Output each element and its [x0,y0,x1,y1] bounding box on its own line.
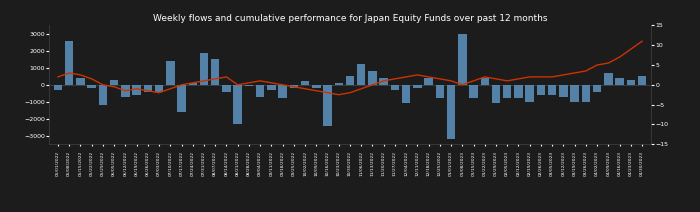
Bar [132,85,141,95]
Bar [312,85,321,88]
Bar [447,85,455,139]
Bar [346,76,354,85]
Bar [267,85,276,90]
Bar [391,85,399,90]
Bar [379,78,388,85]
Bar [492,85,500,103]
Bar [424,78,433,85]
Bar [279,85,287,98]
Bar [570,85,579,102]
Bar [402,85,410,103]
Bar [593,85,601,92]
Bar [514,85,523,98]
Bar [245,85,253,86]
Bar [76,78,85,85]
Bar [234,85,242,124]
Bar [559,85,568,97]
Bar [503,85,512,98]
Bar [323,85,332,126]
Bar [222,85,231,92]
Bar [548,85,556,95]
Bar [604,73,612,85]
Bar [99,85,107,105]
Bar [166,61,174,85]
Bar [188,83,197,85]
Bar [526,85,534,102]
Bar [481,78,489,85]
Bar [368,71,377,85]
Bar [458,34,466,85]
Title: Weekly flows and cumulative performance for Japan Equity Funds over past 12 mont: Weekly flows and cumulative performance … [153,14,547,23]
Bar [199,53,208,85]
Bar [177,85,186,112]
Bar [469,85,478,98]
Bar [155,85,163,92]
Bar [256,85,265,97]
Bar [435,85,444,98]
Bar [121,85,130,97]
Bar [615,78,624,85]
Bar [638,76,646,85]
Bar [582,85,590,102]
Bar [110,80,118,85]
Bar [626,80,635,85]
Bar [301,81,309,85]
Bar [413,85,421,88]
Bar [54,85,62,90]
Bar [290,85,298,88]
Bar [537,85,545,95]
Bar [65,41,74,85]
Bar [335,83,343,85]
Bar [211,59,219,85]
Bar [144,85,152,92]
Bar [88,85,96,88]
Bar [357,64,365,85]
